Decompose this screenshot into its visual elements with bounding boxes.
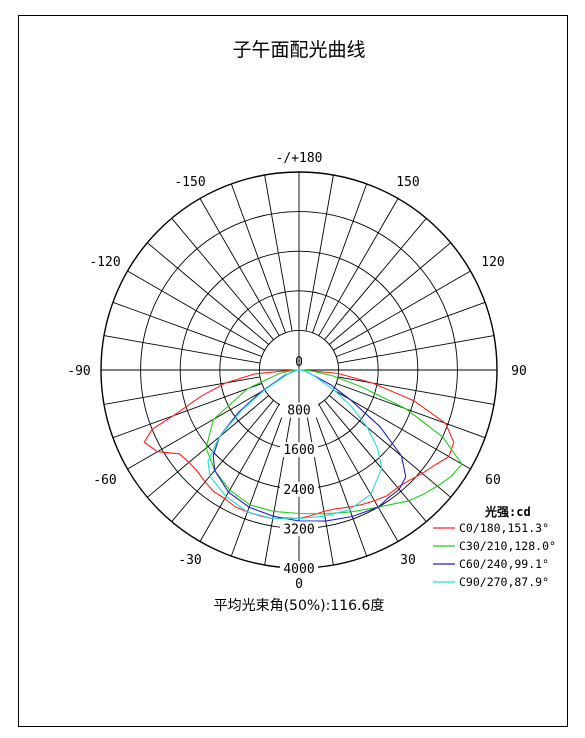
grid-spoke [171,218,274,340]
radial-tick-bg [280,521,318,537]
grid-spoke [230,407,286,557]
radial-tick-bg [280,442,318,458]
radial-labels: 0 800 1600 2400 3200 4000 [280,355,318,577]
grid-spoke [333,270,471,351]
chart-title: 子午面配光曲线 [232,39,365,61]
polar-chart: 子午面配光曲线 -/+180 -150 150 -120 120 -90 90 -60 60 -3… [67,39,556,614]
angle-label: 30 [400,553,416,568]
radial-tick-bg [280,402,318,418]
grid-spoke [318,198,399,336]
radial-tick-label: 3200 [283,522,314,537]
grid-spoke [230,183,286,333]
grid-spoke [147,242,269,345]
grid-spoke [112,301,262,357]
angle-label: 150 [396,175,419,190]
grid-spoke [171,400,274,522]
grid-spoke [305,408,334,566]
beam-angle-text: 平均光束角(50%):116.6度 [214,598,385,614]
chart-frame: 子午面配光曲线 -/+180 -150 150 -120 120 -90 90 -60 60 -3… [18,15,568,727]
legend-label: C60/240,99.1° [459,557,549,571]
angle-label: -120 [89,255,120,270]
series-curve-3 [207,369,383,520]
radial-tick-bg [280,481,318,497]
grid-spoke [103,335,261,364]
angle-label: 90 [511,364,527,379]
angle-labels: -/+180 -150 150 -120 120 -90 90 -60 60 -30 30 0 [67,151,527,592]
angle-label: -90 [67,364,90,379]
legend-label: C30/210,128.0° [459,539,556,553]
grid-spoke [329,395,451,498]
grid-spoke [324,400,427,522]
angle-label: 60 [485,473,501,488]
angle-label: 120 [481,255,504,270]
grid-spoke [147,395,269,498]
grid-spoke [312,183,368,333]
radial-tick-label: 800 [287,404,310,419]
angle-label: 0 [295,577,303,592]
radial-tick-label: 4000 [283,562,314,577]
radial-tick-label: 0 [295,355,303,370]
angle-label: -/+180 [276,151,323,166]
grid-spoke [337,376,495,405]
grid-spoke [312,407,368,557]
angle-label: -150 [174,175,205,190]
grid-spoke [199,198,280,336]
grid-spoke [199,404,280,542]
grid-spoke [112,383,262,439]
grid-spoke [305,174,334,332]
grid-spoke [337,335,495,364]
angle-label: -30 [178,553,201,568]
grid-spoke [103,376,261,405]
curves [143,369,463,522]
legend: 光强:cd C0/180,151.3° C30/210,128.0° C60/240… [433,504,556,589]
grid-spoke [127,389,265,470]
grid-spoke [329,242,451,345]
grid-spoke [264,408,293,566]
radial-tick-label: 1600 [283,443,314,458]
grid-spoke [318,404,399,542]
legend-title: 光强:cd [484,504,531,519]
grid-spoke [333,389,471,470]
grid-spoke [127,270,265,351]
angle-label: -60 [93,473,116,488]
grid-spoke [264,174,293,332]
grid-spoke [324,218,427,340]
legend-label: C0/180,151.3° [459,521,549,535]
radial-tick-label: 2400 [283,483,314,498]
grid-spoke [336,301,486,357]
radial-tick-bg [280,561,318,576]
legend-label: C90/270,87.9° [459,575,549,589]
grid-spoke [336,383,486,439]
